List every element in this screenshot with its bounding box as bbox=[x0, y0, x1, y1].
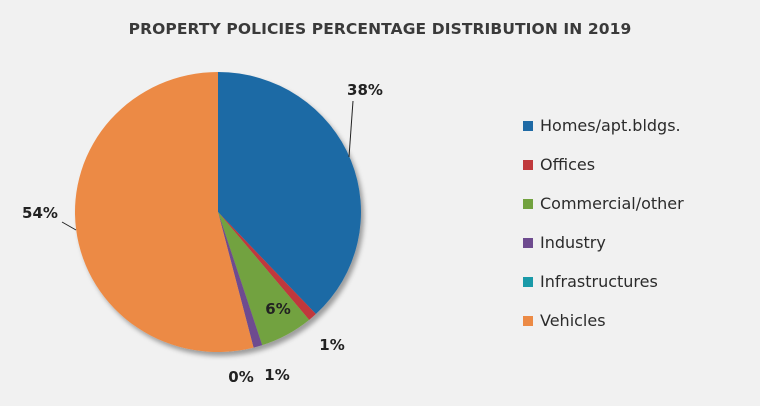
legend-item: Offices bbox=[523, 145, 684, 184]
data-label: 54% bbox=[22, 204, 58, 222]
leader-lines bbox=[61, 100, 354, 231]
pie-slice-homes-apt-bldgs bbox=[218, 72, 362, 315]
pie-slices bbox=[74, 72, 362, 353]
chart-title: PROPERTY POLICIES PERCENTAGE DISTRIBUTIO… bbox=[128, 20, 632, 38]
legend-label: Offices bbox=[540, 155, 596, 174]
pie-slice-vehicles bbox=[74, 72, 254, 353]
legend-item: Vehicles bbox=[523, 301, 684, 340]
legend-swatch bbox=[523, 198, 533, 209]
legend-swatch bbox=[523, 120, 533, 131]
legend-swatch bbox=[523, 237, 533, 248]
data-label: 0% bbox=[228, 368, 253, 386]
legend-item: Homes/apt.bldgs. bbox=[523, 106, 684, 145]
legend-swatch bbox=[523, 315, 533, 326]
pie-slice-commercial-other bbox=[218, 212, 310, 346]
legend-item: Infrastructures bbox=[523, 262, 684, 301]
leader-line bbox=[61, 221, 77, 231]
legend: Homes/apt.bldgs. Offices Commercial/other I… bbox=[523, 106, 684, 340]
data-label: 1% bbox=[319, 336, 344, 354]
leader-line bbox=[348, 100, 354, 158]
data-labels: 38% 1% 6% 1% 0% 54% bbox=[22, 81, 383, 386]
legend-label: Homes/apt.bldgs. bbox=[540, 116, 681, 135]
legend-label: Commercial/other bbox=[540, 194, 684, 213]
legend-swatch bbox=[523, 276, 533, 287]
data-label: 1% bbox=[264, 366, 289, 384]
legend-label: Industry bbox=[540, 233, 606, 252]
legend-label: Infrastructures bbox=[540, 272, 658, 291]
data-label: 6% bbox=[265, 300, 290, 318]
legend-item: Industry bbox=[523, 223, 684, 262]
pie-slice-offices bbox=[218, 212, 316, 320]
legend-swatch bbox=[523, 159, 533, 170]
legend-item: Commercial/other bbox=[523, 184, 684, 223]
data-label: 38% bbox=[347, 81, 383, 99]
pie-slice-industry bbox=[218, 212, 263, 348]
legend-label: Vehicles bbox=[540, 311, 606, 330]
